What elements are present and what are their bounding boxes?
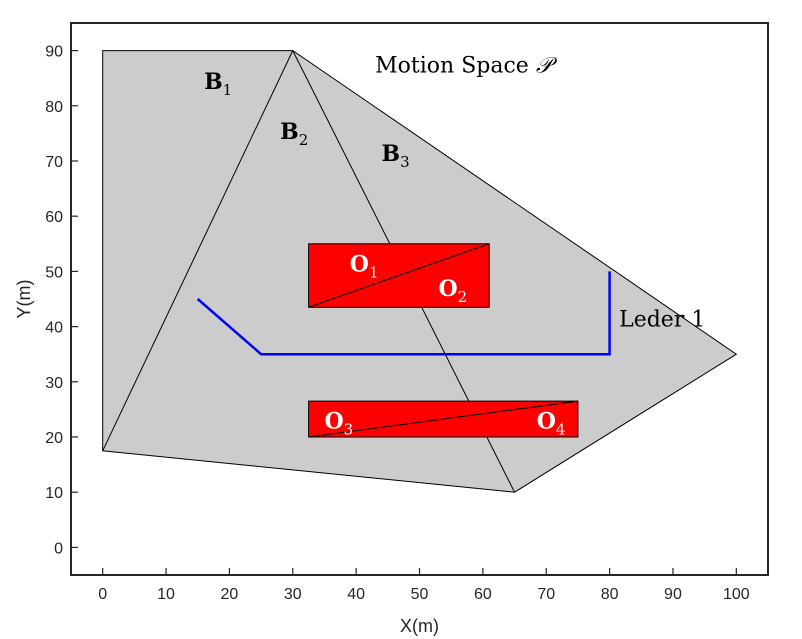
x-tick-label: 100 bbox=[723, 586, 750, 603]
y-axis-ticks: 0 10 20 30 40 50 60 70 80 90 bbox=[45, 44, 78, 557]
x-tick-label: 50 bbox=[411, 586, 429, 603]
y-tick-label: 0 bbox=[54, 540, 63, 557]
obstacle-diagonal-1 bbox=[308, 243, 490, 308]
x-tick-label: 30 bbox=[284, 586, 302, 603]
obstacle-subscript: 2 bbox=[458, 288, 468, 306]
region-letter: B bbox=[381, 141, 400, 167]
region-subscript: 3 bbox=[400, 153, 410, 171]
obstacle-subscript: 3 bbox=[344, 421, 354, 439]
series-lines bbox=[196, 271, 611, 356]
obstacle-diagonal-2 bbox=[308, 400, 578, 438]
region-letter: B bbox=[204, 69, 223, 95]
obstacle-subscript: 4 bbox=[556, 421, 566, 439]
series-label-leder-1: Leder 1 bbox=[619, 308, 705, 333]
motion-space-text: Motion Space bbox=[375, 54, 536, 79]
x-axis-label: X(m) bbox=[400, 616, 439, 636]
region-label-b2: B2 bbox=[280, 119, 308, 149]
obstacle-letter: O bbox=[537, 409, 556, 435]
y-tick-label: 50 bbox=[45, 264, 63, 281]
y-tick-label: 90 bbox=[45, 44, 63, 61]
y-tick-label: 80 bbox=[45, 99, 63, 116]
y-tick-label: 70 bbox=[45, 154, 63, 171]
obstacle-letter: O bbox=[324, 409, 343, 435]
y-tick-label: 10 bbox=[45, 485, 63, 502]
region-label-b3: B3 bbox=[381, 141, 409, 171]
x-tick-label: 70 bbox=[537, 586, 555, 603]
y-tick-label: 40 bbox=[45, 320, 63, 337]
obstacle-letter: O bbox=[350, 251, 369, 277]
region-label-b1: B1 bbox=[204, 69, 232, 99]
region-letter: B bbox=[280, 119, 299, 145]
region-subscript: 2 bbox=[299, 131, 309, 149]
y-tick-label: 60 bbox=[45, 209, 63, 226]
x-tick-label: 10 bbox=[157, 586, 175, 603]
obstacle-letter: O bbox=[439, 276, 458, 302]
region-subscript: 1 bbox=[223, 81, 233, 99]
x-tick-label: 90 bbox=[664, 586, 682, 603]
y-tick-label: 30 bbox=[45, 375, 63, 392]
motion-space-symbol: 𝒫 bbox=[536, 54, 558, 79]
x-tick-label: 20 bbox=[221, 586, 239, 603]
obstacle-subscript: 1 bbox=[369, 263, 379, 281]
obstacle-label-o4: O4 bbox=[537, 409, 566, 439]
series-line-1 bbox=[196, 271, 611, 356]
obstacle-label-o1: O1 bbox=[350, 251, 379, 281]
obstacle-label-o2: O2 bbox=[439, 276, 468, 306]
y-axis-label: Y(m) bbox=[14, 280, 34, 319]
x-axis-ticks: 0 10 20 30 40 50 60 70 80 90 100 bbox=[98, 568, 750, 603]
partition-line-1 bbox=[102, 50, 294, 452]
obstacle-label-o3: O3 bbox=[324, 409, 353, 439]
x-tick-label: 0 bbox=[98, 586, 107, 603]
x-tick-label: 40 bbox=[347, 586, 365, 603]
x-tick-label: 80 bbox=[601, 586, 619, 603]
y-tick-label: 20 bbox=[45, 430, 63, 447]
motion-space-label: Motion Space 𝒫 bbox=[375, 54, 558, 79]
x-tick-label: 60 bbox=[474, 586, 492, 603]
